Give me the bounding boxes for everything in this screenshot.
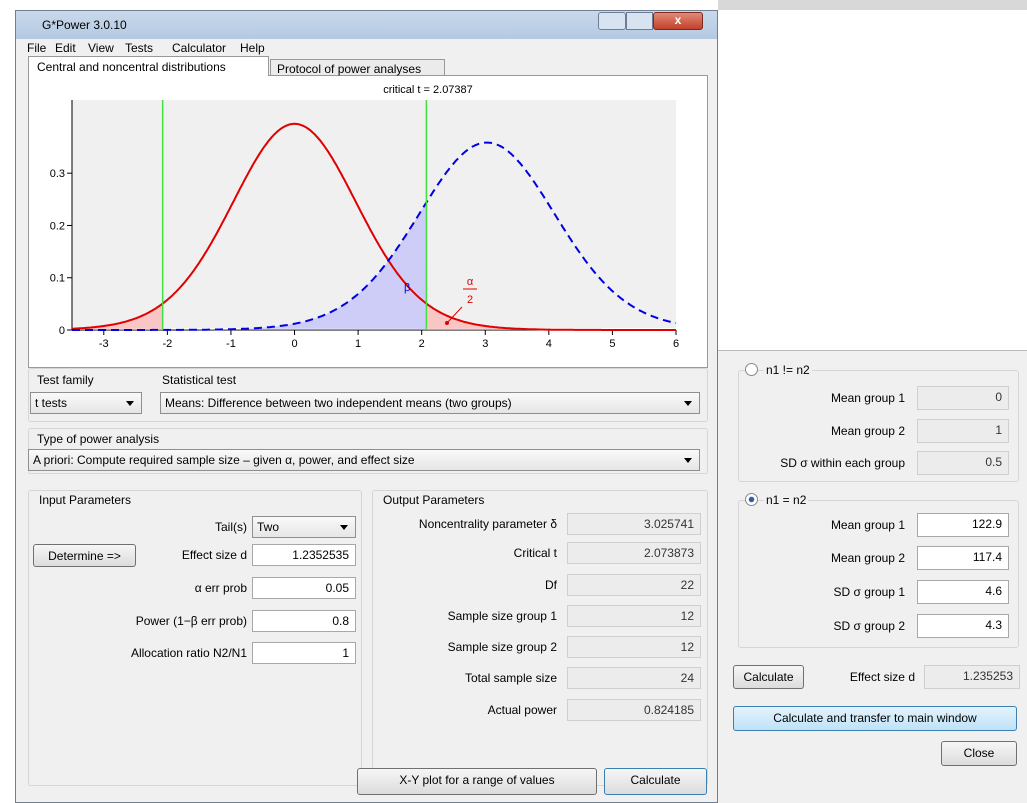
button[interactable]: Close [941,741,1017,766]
input-field-disabled[interactable]: 1 [917,419,1009,443]
x-tick-label: 0 [291,338,297,350]
field-label: SD σ group 1 [740,585,905,599]
field-label: α err prob [100,581,247,595]
output-field: 0.824185 [567,699,701,721]
input-field[interactable]: 1.2352535 [252,544,356,566]
field-label: Mean group 1 [740,518,905,532]
field-label: Sample size group 1 [372,609,557,623]
button[interactable]: Calculate [604,768,707,795]
field-label: Effect size d [100,548,247,562]
field-label: Df [372,578,557,592]
x-tick-label: 1 [355,338,361,350]
radio-label: n1 = n2 [764,493,808,507]
field-label: Mean group 2 [740,551,905,565]
right-backdrop [718,0,1027,350]
radio-label: n1 != n2 [764,363,812,377]
group-title: Input Parameters [37,493,133,507]
menu-item[interactable]: Calculator [172,41,226,55]
label: Type of power analysis [37,432,159,446]
field-label: Sample size group 2 [372,640,557,654]
y-tick-label: 0.3 [50,168,65,180]
input-field-disabled[interactable]: 0 [917,386,1009,410]
distribution-plot: critical t = 2.07387 -3 -2 -1 0 1 2 3 4 5 6 0 0.1 0.2… [28,75,708,368]
x-tick-label: 3 [482,338,488,350]
menu-item[interactable]: File [27,41,46,55]
alpha-den: 2 [467,294,473,306]
output-field: 12 [567,605,701,627]
field-label: Allocation ratio N2/N1 [100,646,247,660]
button[interactable]: Calculate [733,665,804,689]
input-field[interactable]: 122.9 [917,513,1009,537]
field-label: SD σ within each group [740,456,905,470]
y-tick-label: 0.1 [50,273,65,285]
tab[interactable]: Protocol of power analyses [270,59,445,76]
output-field: 24 [567,667,701,689]
button[interactable]: Calculate and transfer to main window [733,706,1017,731]
critical-label: critical t = 2.07387 [383,84,473,96]
close-window-button[interactable]: x [653,12,703,30]
menu-item[interactable]: Edit [55,41,76,55]
input-field[interactable]: 4.3 [917,614,1009,638]
maximize-button[interactable] [626,12,653,30]
dropdown[interactable]: Two [252,516,356,538]
input-field-disabled[interactable]: 0.5 [917,451,1009,475]
output-field: 12 [567,636,701,658]
menu-item[interactable]: Tests [125,41,153,55]
input-field[interactable]: 4.6 [917,580,1009,604]
radio[interactable] [745,363,758,376]
x-tick-label: 5 [609,338,615,350]
dropdown[interactable]: Means: Difference between two independen… [160,392,700,414]
group-title: Output Parameters [381,493,486,507]
beta-label: β [404,282,410,294]
label: Statistical test [162,373,236,387]
field-label: Tail(s) [100,520,247,534]
y-tick-label: 0.2 [50,220,65,232]
x-tick-label: 2 [419,338,425,350]
x-tick-label: 4 [546,338,552,350]
field-label: Power (1−β err prob) [100,614,247,628]
minimize-button[interactable] [598,12,626,30]
input-field[interactable]: 0.8 [252,610,356,632]
menu-item[interactable]: View [88,41,114,55]
input-field[interactable]: 0.05 [252,577,356,599]
field-label: Actual power [372,703,557,717]
output-field: 22 [567,574,701,596]
menu-item[interactable]: Help [240,41,265,55]
arrow-head [445,321,449,325]
x-tick-label: 6 [673,338,679,350]
output-field: 3.025741 [567,513,701,535]
input-field[interactable]: 1 [252,642,356,664]
alpha-label: α [467,276,474,288]
radio[interactable] [745,493,758,506]
output-field: 1.235253 [924,665,1020,689]
label: Test family [37,373,94,387]
dropdown[interactable]: A priori: Compute required sample size –… [28,449,700,471]
dropdown[interactable]: t tests [30,392,142,414]
field-label: Mean group 1 [740,391,905,405]
tab-active[interactable]: Central and noncentral distributions [28,56,269,76]
window-title: G*Power 3.0.10 [42,18,127,32]
field-label: Noncentrality parameter δ [372,517,557,531]
output-field: 2.073873 [567,542,701,564]
x-tick-label: -3 [99,338,109,350]
field-label: Critical t [372,546,557,560]
x-tick-label: -2 [162,338,172,350]
field-label: Effect size d [800,670,915,684]
field-label: Total sample size [372,671,557,685]
screen: G*Power 3.0.10 x critical t = 2.07387 -3 -… [0,0,1027,803]
field-label: SD σ group 2 [740,619,905,633]
x-tick-label: -1 [226,338,236,350]
input-field[interactable]: 117.4 [917,546,1009,570]
field-label: Mean group 2 [740,424,905,438]
y-tick-label: 0 [59,325,65,337]
button[interactable]: X-Y plot for a range of values [357,768,597,795]
